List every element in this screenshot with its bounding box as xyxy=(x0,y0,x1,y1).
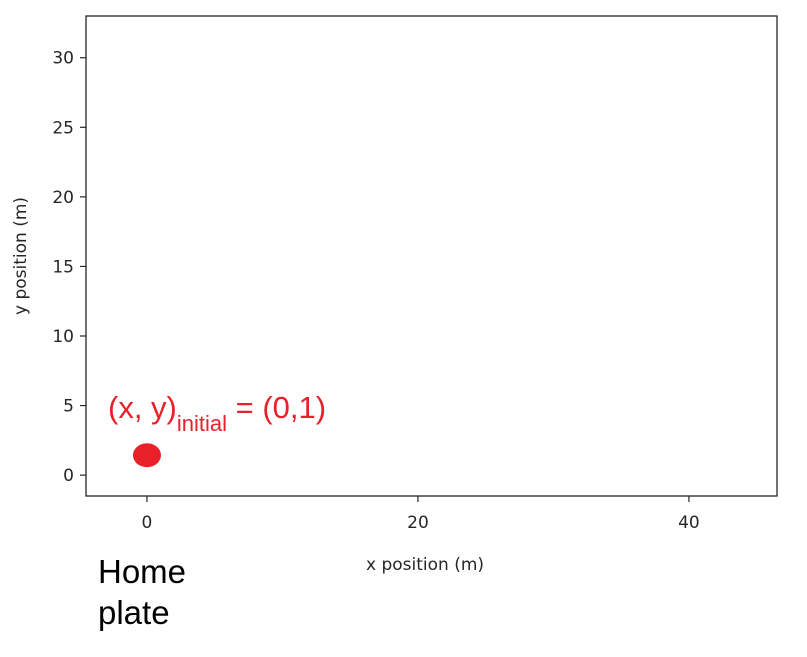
x-tick-label: 20 xyxy=(407,513,429,533)
y-tick-label: 10 xyxy=(52,327,74,347)
y-tick-label: 25 xyxy=(52,118,74,138)
y-axis-label: y position (m) xyxy=(11,197,31,315)
plot-area xyxy=(85,15,778,497)
data-points xyxy=(132,443,161,468)
x-axis-label: x position (m) xyxy=(366,555,484,575)
y-tick-label: 20 xyxy=(52,188,74,208)
x-axis-ticks: 0 20 40 xyxy=(142,496,700,533)
x-tick-label: 0 xyxy=(142,513,153,533)
annotation-subscript: initial xyxy=(177,411,227,436)
home-plate-label: Home plate xyxy=(98,551,186,633)
home-plate-label-line1: Home xyxy=(98,553,187,590)
y-tick-label: 5 xyxy=(63,397,74,417)
annotation-suffix: = (0,1) xyxy=(227,390,326,425)
annotation-prefix: (x, y) xyxy=(108,390,177,425)
y-tick-label: 30 xyxy=(52,49,74,69)
initial-position-annotation: (x, y)initial = (0,1) xyxy=(108,390,326,436)
data-point xyxy=(132,443,161,468)
home-plate-label-line2: plate xyxy=(98,594,170,631)
x-tick-label: 40 xyxy=(678,513,700,533)
y-axis-ticks: 0 5 10 15 20 25 30 xyxy=(52,49,86,486)
y-tick-label: 0 xyxy=(63,466,74,486)
y-tick-label: 15 xyxy=(52,257,74,277)
